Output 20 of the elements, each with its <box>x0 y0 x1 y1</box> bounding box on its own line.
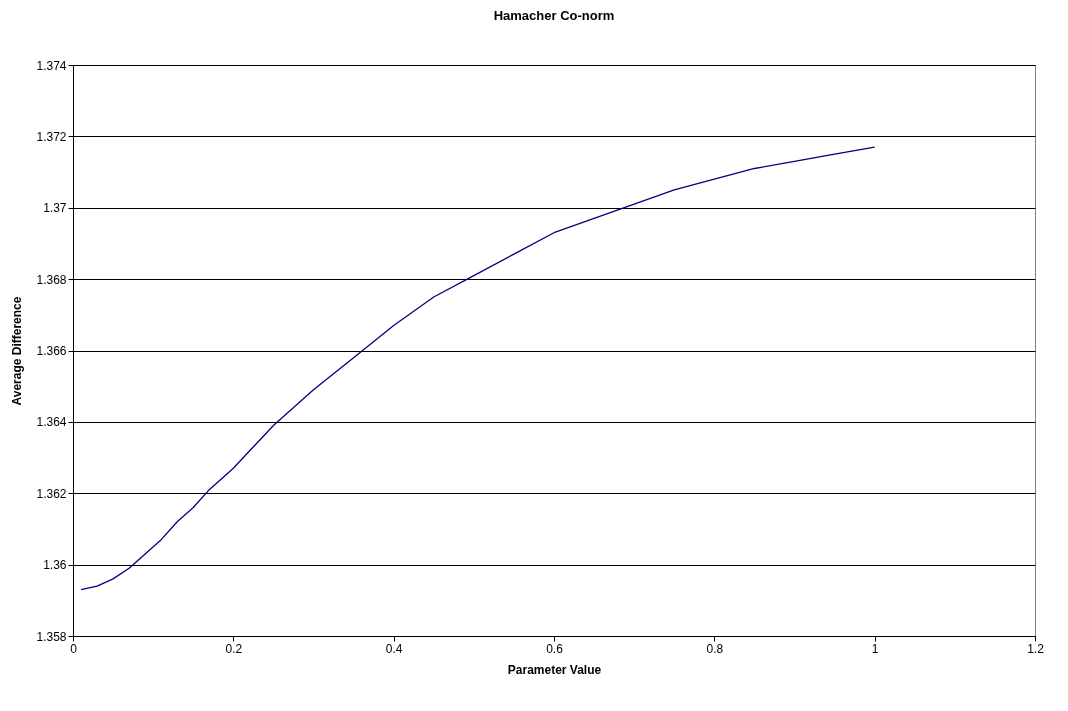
y-tick-label: 1.36 <box>43 558 67 573</box>
y-tick-label: 1.374 <box>36 58 67 73</box>
x-tick-label: 1.2 <box>1027 641 1045 656</box>
x-tick-label: 0.6 <box>546 641 564 656</box>
y-tick-label: 1.366 <box>36 344 67 358</box>
x-tick-label: 0.4 <box>385 641 403 656</box>
chart-title: Hamacher Co-norm <box>493 8 615 23</box>
y-tick-label: 1.368 <box>36 272 67 287</box>
y-tick-label: 1.372 <box>36 129 67 144</box>
y-tick-label: 1.362 <box>36 486 67 501</box>
x-tick-label: 1 <box>871 641 879 656</box>
line-series <box>80 146 876 591</box>
x-tick-label: 0.2 <box>225 641 243 656</box>
y-tick-label: 1.37 <box>43 201 67 216</box>
x-axis-title: Parameter Value <box>507 662 602 677</box>
y-tick-label: 1.364 <box>36 415 67 430</box>
x-tick-label: 0.8 <box>706 641 724 656</box>
y-axis-title: Average Difference <box>10 296 25 406</box>
x-tick-label: 0 <box>70 641 78 656</box>
y-tick-label: 1.358 <box>36 629 67 644</box>
